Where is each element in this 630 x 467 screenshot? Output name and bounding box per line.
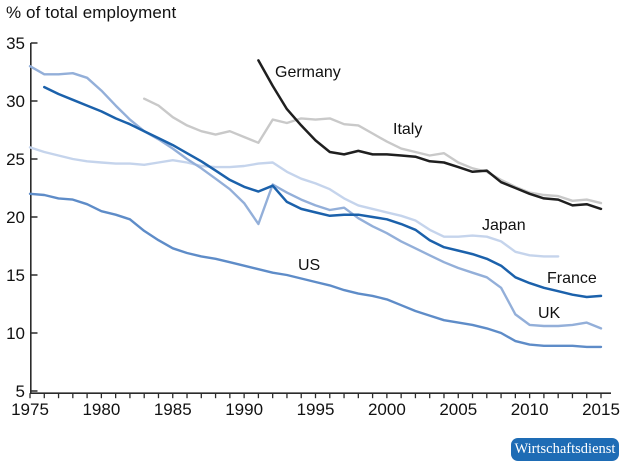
y-tick-label-20: 20 <box>6 208 25 227</box>
series-line-italy <box>142 97 603 205</box>
series-label-japan: Japan <box>482 217 526 234</box>
x-tick-label-1980: 1980 <box>82 400 120 419</box>
x-tick-label-2010: 2010 <box>511 400 549 419</box>
series-label-uk: UK <box>538 305 561 322</box>
series-line-japan <box>28 146 560 258</box>
y-tick-label-35: 35 <box>6 34 25 53</box>
series-line-germany <box>257 59 603 211</box>
x-tick-label-1995: 1995 <box>297 400 335 419</box>
y-tick-label-5: 5 <box>16 382 25 401</box>
series-line-us <box>28 192 603 349</box>
x-tick-label-1990: 1990 <box>225 400 263 419</box>
y-tick-label-25: 25 <box>6 150 25 169</box>
x-tick-label-1985: 1985 <box>154 400 192 419</box>
x-tick-label-2015: 2015 <box>582 400 620 419</box>
series-line-uk <box>28 64 603 330</box>
wirtschaftsdienst-badge: Wirtschaftsdienst <box>511 438 619 461</box>
series-label-italy: Italy <box>393 121 422 138</box>
y-tick-label-10: 10 <box>6 324 25 343</box>
y-tick-label-30: 30 <box>6 92 25 111</box>
x-tick-label-2005: 2005 <box>439 400 477 419</box>
series-line-france <box>43 85 603 299</box>
y-tick-label-15: 15 <box>6 266 25 285</box>
x-tick-label-2000: 2000 <box>368 400 406 419</box>
chart-title: % of total employment <box>6 3 177 22</box>
series-label-germany: Germany <box>275 64 341 81</box>
x-tick-label-1975: 1975 <box>11 400 49 419</box>
series-label-france: France <box>547 270 597 287</box>
series-label-us: US <box>298 257 320 274</box>
